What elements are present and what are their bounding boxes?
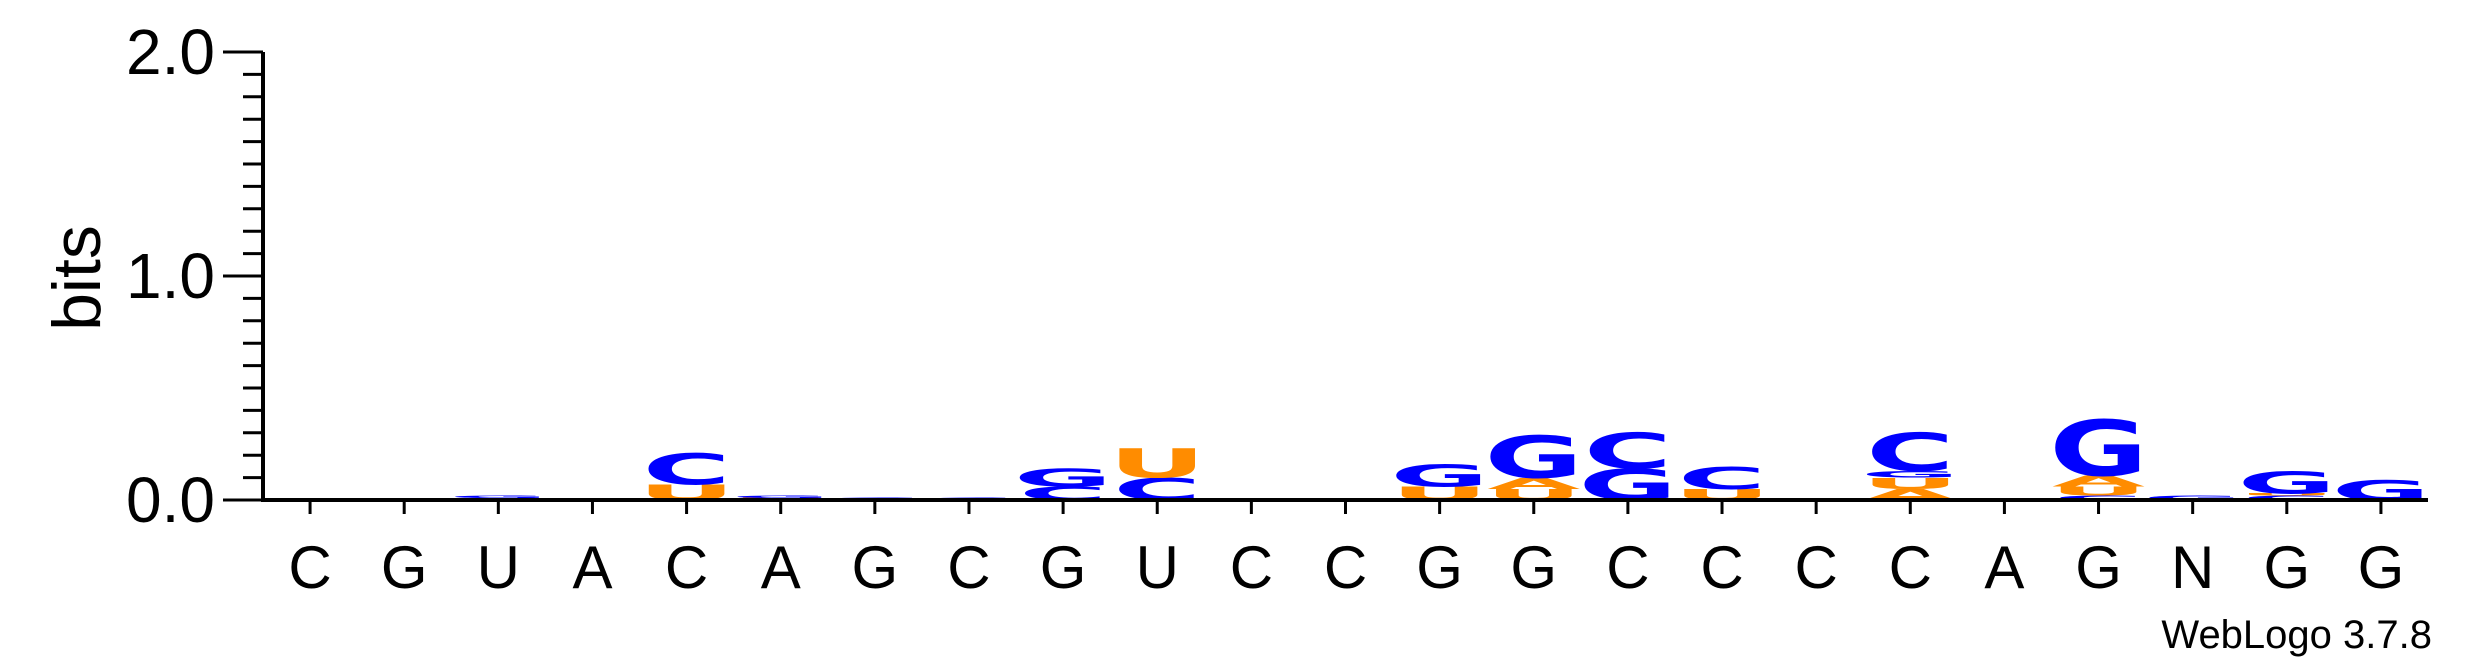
logo-glyph-C: C bbox=[1678, 460, 1766, 496]
x-tick-label: A bbox=[761, 534, 801, 601]
x-tick-label: C bbox=[665, 534, 708, 601]
logo-glyph-G: G bbox=[1014, 464, 1113, 493]
x-tick-label: N bbox=[2171, 534, 2214, 601]
x-tick-label: C bbox=[1606, 534, 1649, 601]
y-tick-label: 0.0 bbox=[126, 464, 215, 536]
x-tick-label: A bbox=[1984, 534, 2024, 601]
logo-glyph-C: C bbox=[2054, 494, 2142, 501]
logo-glyph-C: C bbox=[642, 445, 730, 495]
logo-stacks: CGUCUGGCCGCUUGUAGGCUCAUGCCUAGGCUGG bbox=[449, 404, 2430, 511]
y-tick-label: 1.0 bbox=[126, 240, 215, 312]
logo-glyph-G: G bbox=[449, 495, 548, 499]
logo-glyph-U: U bbox=[2050, 484, 2148, 498]
y-axis: 0.0 1.0 2.0 bbox=[126, 16, 265, 536]
logo-glyph-G: G bbox=[2237, 465, 2336, 501]
logo-glyph-G: G bbox=[1390, 458, 1489, 494]
logo-glyph-G: G bbox=[731, 495, 830, 499]
x-tick-label: G bbox=[1510, 534, 1557, 601]
x-tick-label: C bbox=[1794, 534, 1837, 601]
x-tick-label: A bbox=[572, 534, 612, 601]
x-tick-label: G bbox=[1416, 534, 1463, 601]
x-tick-label: G bbox=[2075, 534, 2122, 601]
logo-glyph-C: C bbox=[1866, 422, 1954, 483]
logo-glyph-A: A bbox=[1487, 475, 1580, 493]
logo-glyph-U: U bbox=[1108, 441, 1206, 487]
x-tick-label: G bbox=[2263, 534, 2310, 601]
x-tick-label: G bbox=[852, 534, 899, 601]
x-tick-label: U bbox=[477, 534, 520, 601]
x-tick-label: C bbox=[1230, 534, 1273, 601]
logo-glyph-U: U bbox=[2238, 493, 2336, 497]
x-tick-label: C bbox=[1324, 534, 1367, 601]
x-tick-label: C bbox=[288, 534, 331, 601]
logo-glyph-C: C bbox=[2243, 494, 2331, 501]
x-tick-label: G bbox=[2358, 534, 2405, 601]
x-tick-label: C bbox=[1889, 534, 1932, 601]
logo-glyph-C: C bbox=[1584, 423, 1672, 480]
logo-glyph-U: U bbox=[1861, 475, 1959, 493]
logo-glyph-G: G bbox=[2049, 404, 2148, 494]
logo-glyph-A: A bbox=[2052, 472, 2145, 490]
x-tick-label: C bbox=[947, 534, 990, 601]
x-tick-label: C bbox=[1700, 534, 1743, 601]
x-tick-label: U bbox=[1136, 534, 1179, 601]
logo-glyph-G: G bbox=[2143, 494, 2242, 501]
logo-glyph-G: G bbox=[1861, 469, 1960, 480]
logo-glyph-G: G bbox=[1484, 424, 1583, 492]
y-axis-label: bits bbox=[39, 225, 115, 331]
x-tick-label: G bbox=[381, 534, 428, 601]
x-tick-label: G bbox=[1040, 534, 1087, 601]
weblogo-version: WebLogo 3.7.8 bbox=[2161, 613, 2432, 657]
y-tick-label: 2.0 bbox=[126, 16, 215, 88]
